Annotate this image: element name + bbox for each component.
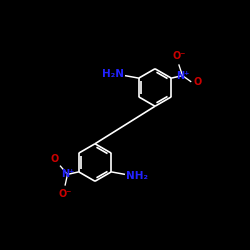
Text: H₂N: H₂N: [102, 69, 124, 80]
Text: N⁺: N⁺: [61, 170, 74, 179]
Text: NH₂: NH₂: [126, 171, 148, 180]
Text: O: O: [50, 154, 59, 164]
Text: O⁻: O⁻: [58, 189, 72, 198]
Text: O⁻: O⁻: [172, 50, 186, 60]
Text: N⁺: N⁺: [176, 70, 189, 81]
Text: O: O: [194, 77, 202, 87]
